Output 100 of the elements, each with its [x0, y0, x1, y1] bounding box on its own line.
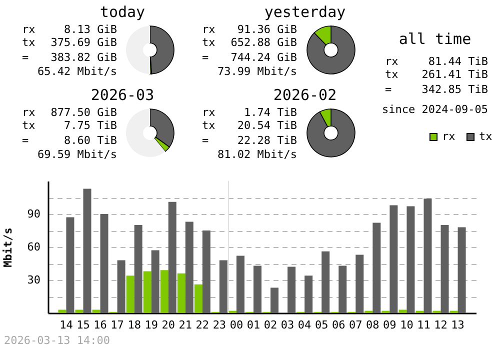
text: rx — [202, 106, 216, 119]
text: = — [22, 51, 29, 64]
legend-label: tx — [479, 130, 493, 143]
text: 375.69 GiB — [50, 36, 117, 49]
bar — [177, 273, 186, 313]
bar — [253, 266, 262, 313]
x-tick-label: 05 — [314, 318, 328, 332]
bar — [143, 271, 152, 313]
text: = — [385, 83, 392, 96]
text: tx — [22, 36, 36, 49]
bar — [372, 222, 381, 313]
x-tick-label: 10 — [400, 318, 414, 332]
donut-slice — [306, 108, 356, 158]
text: 22.28 TiB — [237, 134, 297, 147]
bar — [219, 260, 228, 313]
text: tx — [22, 119, 36, 132]
text: rx — [385, 55, 398, 68]
bar — [270, 288, 279, 313]
x-tick-label: 04 — [298, 318, 312, 332]
text: tx — [202, 119, 216, 132]
bar — [100, 214, 108, 313]
text: rx — [22, 106, 36, 119]
text: 73.99 Mbit/s — [216, 65, 297, 78]
x-tick-label: 00 — [230, 318, 244, 332]
x-tick-label: 13 — [451, 318, 464, 332]
text: 91.36 GiB — [237, 23, 297, 36]
y-tick-label: 90 — [27, 208, 40, 220]
x-tick-label: 09 — [383, 318, 396, 332]
text: 877.50 GiB — [50, 106, 117, 119]
bar — [202, 230, 210, 313]
text: = — [202, 51, 209, 64]
text: 652.88 GiB — [230, 36, 297, 49]
x-tick-label: 16 — [94, 318, 107, 332]
donut-slice — [150, 108, 174, 148]
bar — [92, 310, 100, 313]
x-tick-label: 07 — [349, 318, 362, 332]
text: 342.85 TiB — [422, 83, 488, 96]
y-axis-title: Mbit/s — [1, 228, 14, 268]
bar — [66, 217, 74, 313]
chart-title: yesterday — [263, 3, 347, 21]
text: 8.13 GiB — [64, 23, 117, 36]
text: 383.82 GiB — [50, 51, 117, 64]
bar — [160, 270, 168, 313]
text: since 2024-09-05 — [381, 103, 488, 116]
text: 261.41 TiB — [422, 68, 488, 81]
bar — [398, 310, 407, 313]
x-tick-label: 20 — [162, 318, 175, 332]
x-tick-label: 15 — [76, 318, 90, 332]
bar — [75, 310, 84, 313]
text: 69.59 Mbit/s — [36, 148, 117, 161]
x-tick-label: 06 — [332, 318, 346, 332]
y-tick-label: 60 — [27, 240, 40, 254]
bar — [406, 206, 415, 313]
bar — [126, 276, 134, 313]
text: 1.74 TiB — [244, 106, 297, 119]
x-tick-label: 08 — [366, 318, 380, 332]
text: 81.02 Mbit/s — [216, 148, 297, 161]
text: 20.54 TiB — [237, 119, 297, 132]
bar — [58, 310, 66, 313]
text: 8.60 TiB — [64, 134, 117, 147]
text: rx — [202, 23, 216, 36]
bar — [134, 225, 142, 313]
bar — [322, 251, 330, 313]
bar — [424, 198, 432, 313]
bar — [338, 266, 347, 313]
bar — [236, 256, 244, 313]
text: 81.44 TiB — [428, 55, 488, 68]
text: 7.75 TiB — [64, 119, 117, 132]
donut-slice — [126, 109, 166, 157]
bar — [356, 254, 364, 313]
bar — [83, 188, 92, 313]
x-tick-label: 22 — [196, 318, 210, 332]
bar — [117, 260, 126, 313]
text: tx — [202, 36, 216, 49]
bar — [168, 202, 176, 313]
donut-slice — [150, 26, 174, 74]
bar — [185, 222, 194, 313]
text: 744.24 GiB — [230, 51, 297, 64]
donut-slice — [306, 26, 356, 74]
bar — [390, 205, 398, 313]
chart-title: 2026-03 — [90, 86, 155, 104]
x-tick-label: 19 — [144, 318, 158, 332]
text: rx — [22, 23, 36, 36]
legend-label: rx — [442, 130, 456, 143]
text: 65.42 Mbit/s — [36, 65, 117, 78]
text: = — [22, 134, 29, 147]
x-tick-label: 14 — [60, 318, 74, 332]
y-tick-label: 30 — [27, 274, 40, 286]
x-tick-label: 03 — [280, 318, 294, 332]
chart-title: today — [98, 3, 146, 21]
bar — [440, 225, 449, 313]
chart-title: 2026-02 — [272, 86, 338, 104]
x-tick-label: 17 — [110, 318, 124, 332]
bar — [288, 266, 296, 313]
x-tick-label: 01 — [246, 318, 260, 332]
donut-slice — [126, 26, 150, 74]
text: 2026-03-13 14:00 — [4, 334, 110, 347]
x-tick-label: 12 — [434, 318, 448, 332]
text: = — [202, 134, 209, 147]
bar — [458, 227, 466, 313]
